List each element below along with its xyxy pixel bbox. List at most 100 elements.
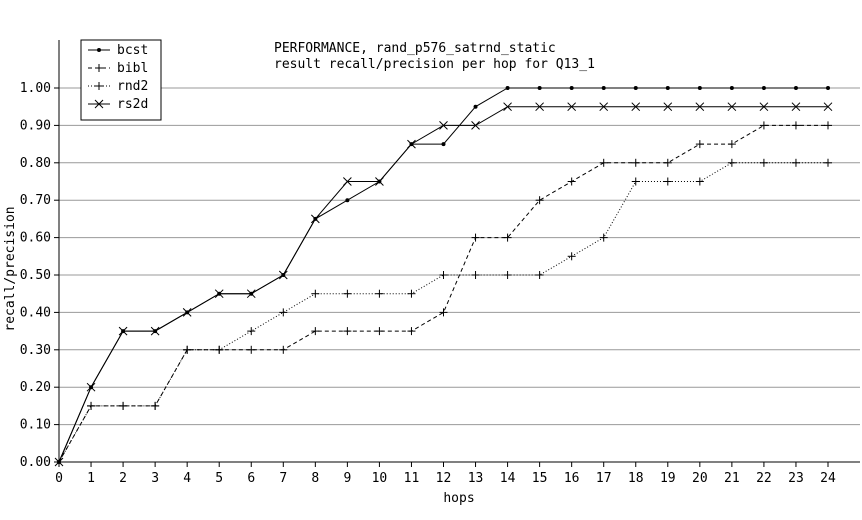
- x-tick-label: 17: [596, 471, 612, 486]
- data-point: [343, 177, 352, 186]
- legend: bcst bibl rnd2 rs2d: [80, 39, 162, 121]
- data-point: [150, 326, 160, 336]
- data-point: [665, 86, 670, 90]
- marker-stroke: [503, 102, 512, 112]
- data-point: [695, 140, 704, 149]
- y-tick-label: 0.70: [20, 193, 51, 208]
- data-point: [824, 121, 832, 130]
- data-point: [343, 289, 352, 298]
- marker-stroke: [471, 121, 480, 130]
- marker-stroke: [439, 121, 448, 130]
- marker-stroke: [631, 102, 641, 112]
- y-tick-label: 0.90: [20, 118, 51, 133]
- data-point: [727, 102, 737, 112]
- data-point: [97, 48, 101, 52]
- data-point: [214, 289, 224, 299]
- data-point: [824, 158, 832, 167]
- y-tick-label: 0.80: [20, 156, 51, 171]
- data-point: [151, 401, 160, 410]
- data-point: [793, 86, 798, 90]
- data-point: [95, 82, 103, 90]
- x-tick-label: 11: [404, 471, 420, 486]
- y-tick-label: 1.00: [20, 81, 51, 96]
- data-point: [345, 198, 350, 203]
- data-point: [54, 457, 64, 467]
- data-point: [631, 158, 640, 167]
- data-point: [759, 102, 769, 112]
- marker-stroke: [246, 289, 256, 299]
- marker-stroke: [407, 139, 416, 149]
- data-point: [663, 158, 672, 167]
- data-point: [407, 289, 416, 298]
- x-tick-label: 14: [500, 471, 516, 486]
- series-rs2d: [54, 102, 833, 467]
- data-point: [826, 86, 830, 90]
- x-tick-label: 1: [87, 471, 95, 486]
- x-tick-label: 6: [247, 471, 255, 486]
- legend-item-rnd2: rnd2: [88, 79, 148, 94]
- data-point: [695, 177, 704, 186]
- data-point: [759, 121, 768, 130]
- data-point: [471, 121, 480, 130]
- data-point: [439, 121, 448, 130]
- x-tick-label: 3: [151, 471, 159, 486]
- legend-label: bibl: [117, 61, 148, 76]
- data-point: [535, 196, 544, 205]
- data-point: [727, 140, 736, 149]
- data-point: [279, 345, 288, 354]
- data-point: [535, 102, 544, 112]
- data-point: [791, 121, 800, 130]
- x-tick-label: 18: [628, 471, 644, 486]
- data-point: [663, 177, 672, 186]
- x-axis-label: hops: [443, 491, 474, 506]
- data-point: [505, 86, 510, 90]
- data-point: [729, 86, 734, 90]
- data-point: [118, 326, 128, 336]
- data-point: [247, 345, 256, 354]
- x-tick-label: 22: [756, 471, 772, 486]
- legend-item-bibl: bibl: [88, 61, 148, 76]
- x-tick-label: 12: [436, 471, 452, 486]
- data-point: [279, 308, 288, 317]
- data-point: [567, 102, 577, 112]
- y-tick-label: 0.60: [20, 231, 51, 246]
- data-point: [311, 327, 320, 336]
- data-point: [119, 401, 128, 410]
- data-point: [631, 177, 640, 186]
- data-point: [94, 99, 104, 109]
- x-tick-label: 19: [660, 471, 676, 486]
- chart-title: PERFORMANCE, rand_p576_satrnd_static: [274, 41, 556, 56]
- marker-stroke: [182, 308, 192, 317]
- data-point: [182, 308, 192, 317]
- data-point: [215, 345, 224, 354]
- data-point: [183, 345, 192, 354]
- data-point: [375, 327, 384, 336]
- x-tick-label: 15: [532, 471, 548, 486]
- marker-stroke: [535, 102, 544, 112]
- x-tick-label: 24: [820, 471, 836, 486]
- chart-subtitle: result recall/precision per hop for Q13_…: [274, 57, 595, 72]
- x-tick-label: 0: [55, 471, 63, 486]
- x-tick-label: 13: [468, 471, 484, 486]
- series-line-rs2d: [58, 106, 828, 463]
- x-tick-label: 23: [788, 471, 804, 486]
- data-point: [310, 214, 320, 224]
- x-tick-label: 8: [311, 471, 319, 486]
- data-point: [439, 271, 448, 279]
- data-point: [759, 158, 768, 167]
- series-bibl: [55, 121, 832, 466]
- data-point: [535, 271, 544, 279]
- data-point: [471, 233, 480, 242]
- x-tick-label: 21: [724, 471, 740, 486]
- legend-label: rs2d: [117, 97, 148, 112]
- data-point: [439, 308, 448, 317]
- marker-stroke: [599, 102, 609, 112]
- data-point: [503, 233, 512, 242]
- data-point: [246, 289, 256, 299]
- data-point: [407, 327, 416, 336]
- x-tick-label: 20: [692, 471, 708, 486]
- marker-stroke: [150, 326, 160, 336]
- x-tick-label: 9: [343, 471, 351, 486]
- data-point: [599, 102, 609, 112]
